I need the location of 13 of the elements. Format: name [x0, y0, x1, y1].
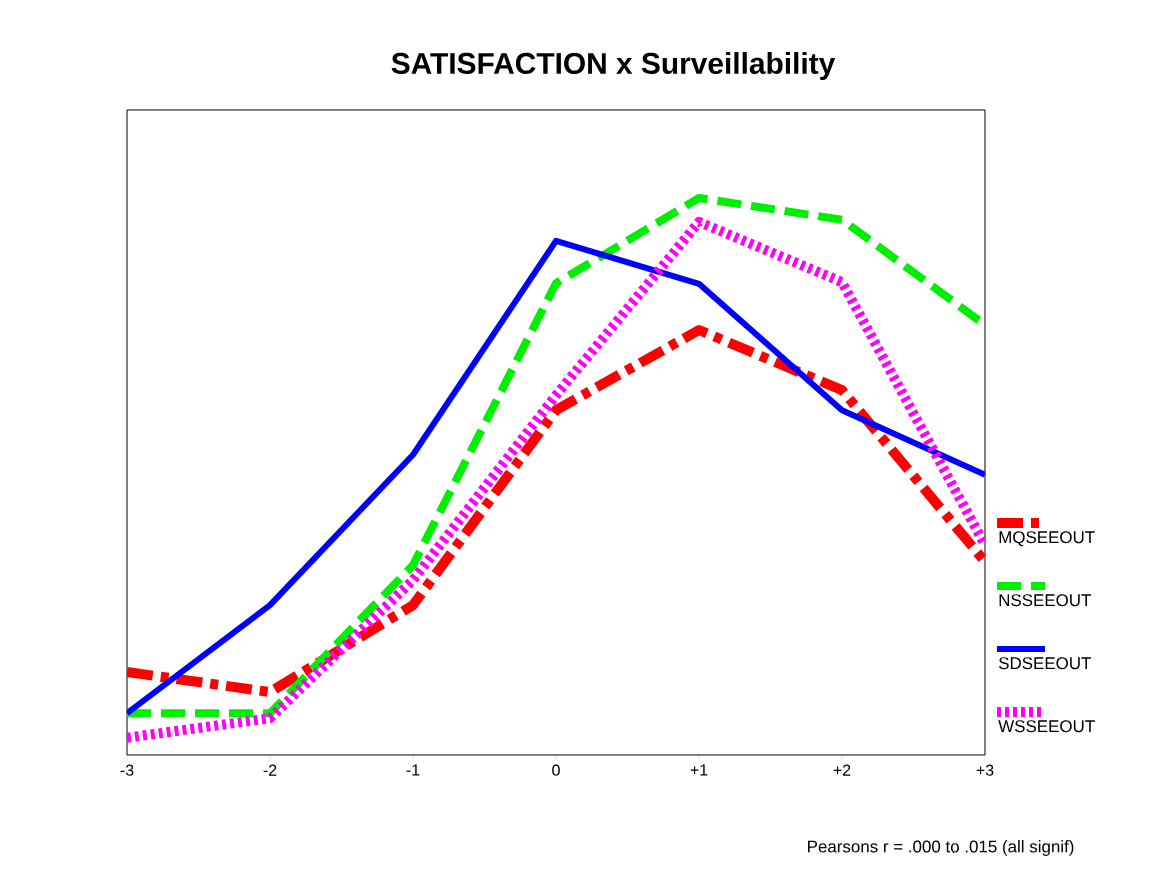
- legend-label: NSSEEOUT: [999, 594, 1091, 607]
- x-tick-label: 0: [552, 764, 560, 776]
- x-tick-label: +2: [833, 764, 851, 776]
- legend-label: MQSEEOUT: [999, 531, 1095, 547]
- x-tick-label: -1: [406, 764, 420, 776]
- x-tick-label: -2: [263, 764, 277, 776]
- legend-label: WSSEEOUT: [998, 720, 1095, 733]
- text: Pearsons r = .000 to .015 (all signif): [808, 840, 1074, 856]
- chart-title: SATISFACTION x Surveillability: [391, 52, 836, 80]
- x-tick-label: -3: [120, 764, 134, 776]
- x-tick-label: +3: [976, 764, 994, 776]
- x-tick-label: +1: [690, 764, 708, 776]
- legend-label: SDSEEOUT: [998, 657, 1091, 670]
